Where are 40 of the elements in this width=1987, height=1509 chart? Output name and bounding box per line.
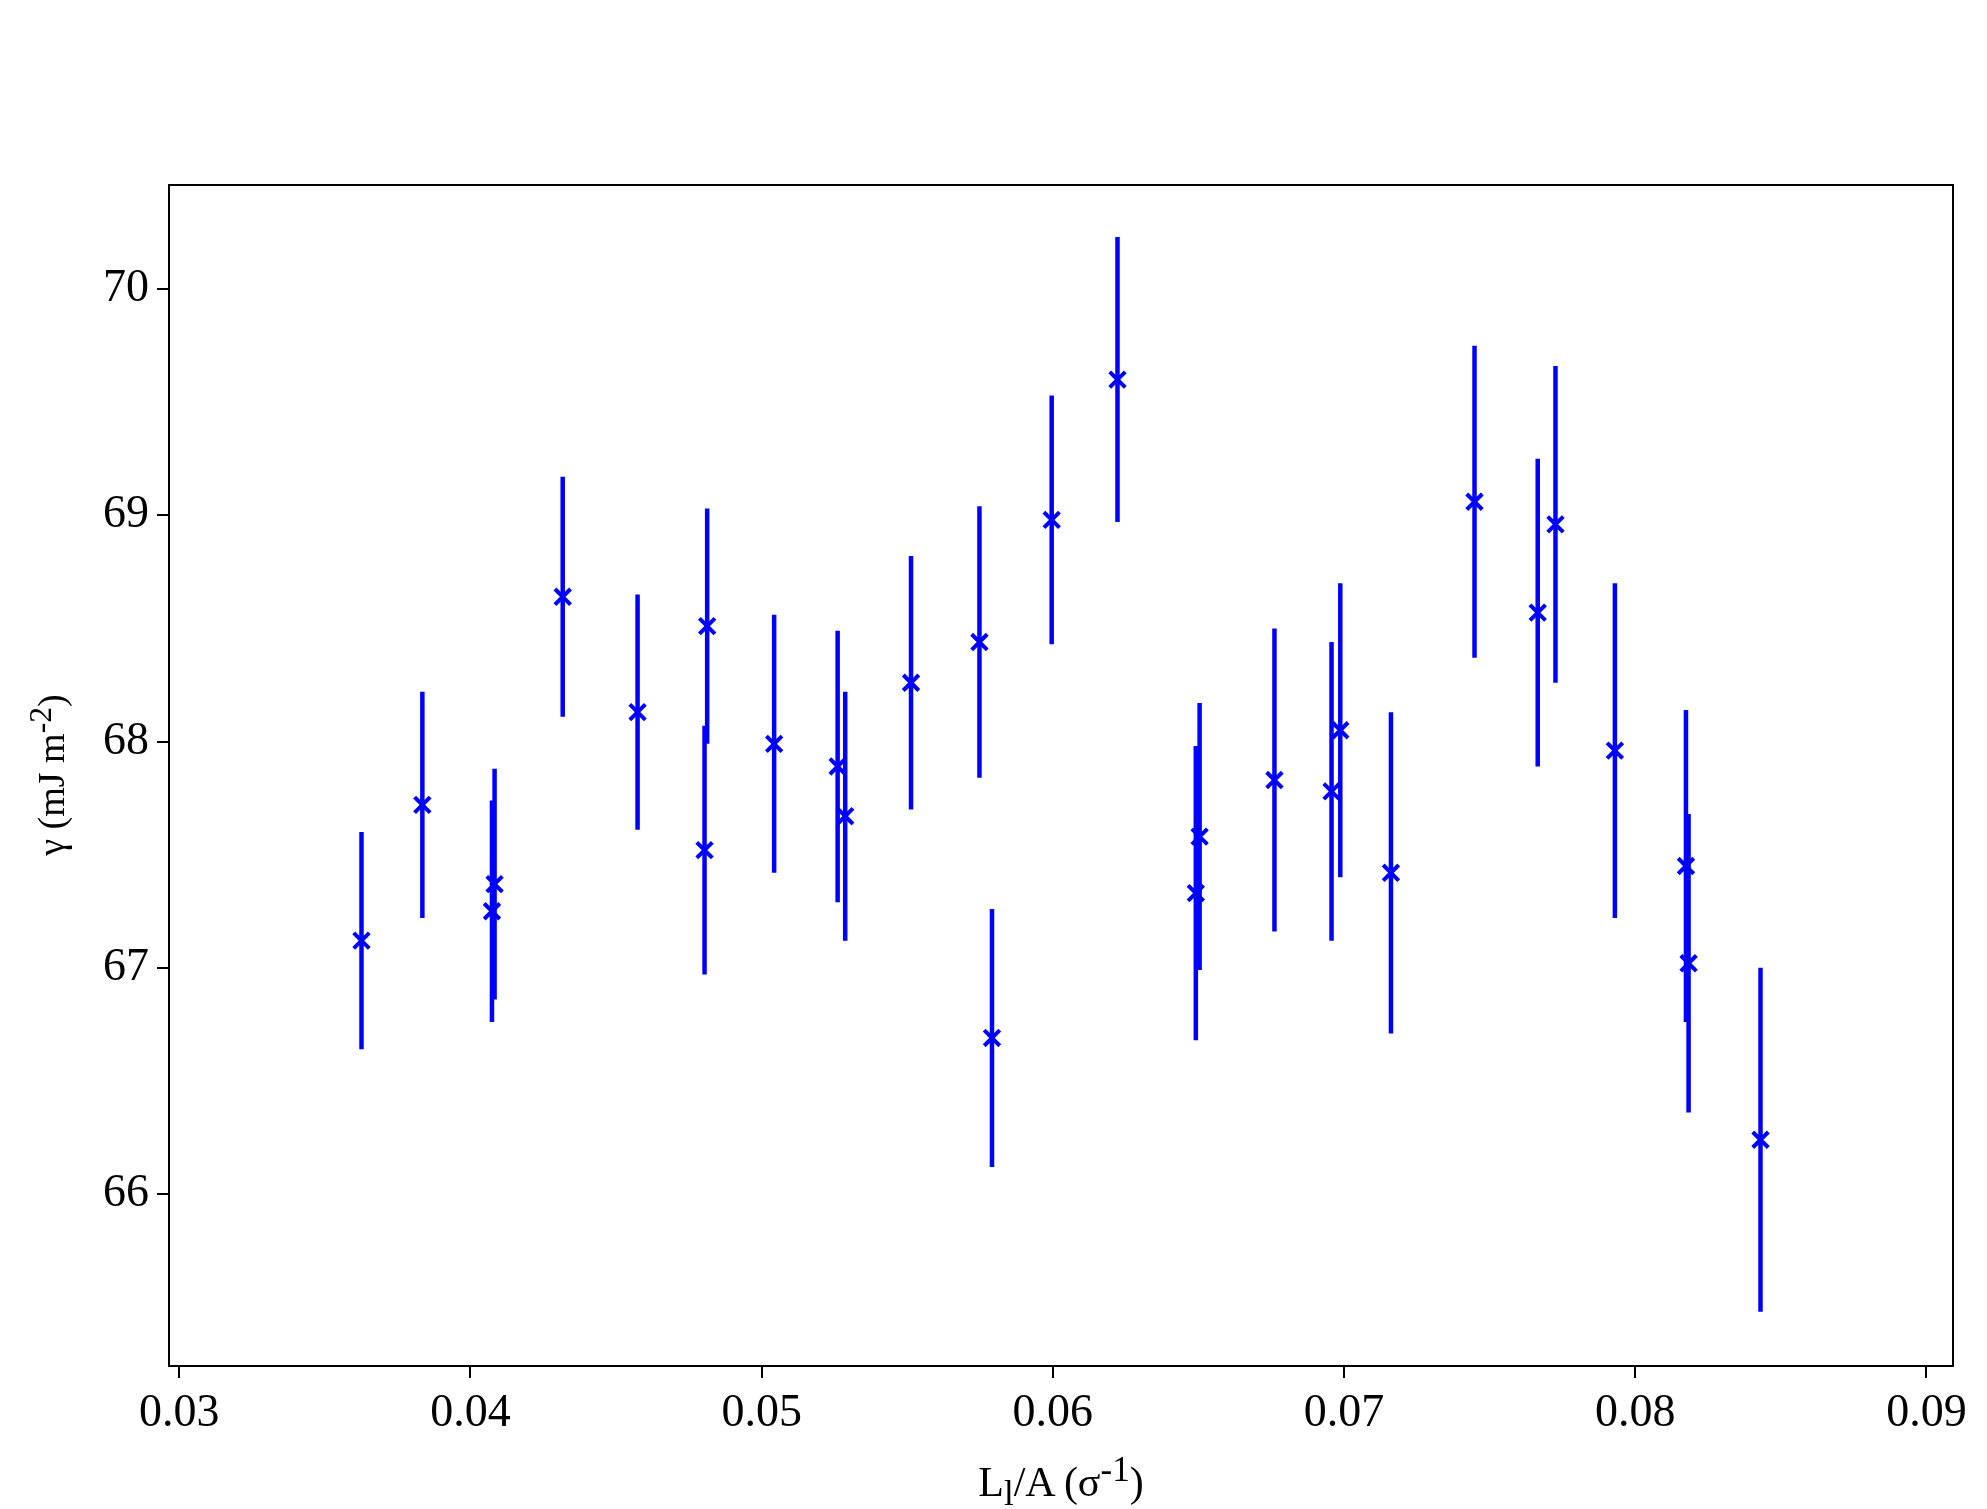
x-tick-label: 0.04 [430,1384,511,1436]
point [484,874,505,894]
point [1041,510,1062,530]
point [1678,953,1699,974]
point [412,795,433,815]
x-axis-title: L$_{l}$/A (σ$^{-1}$) [977,1450,1145,1509]
x-tick-label: 0.06 [1012,1384,1094,1436]
point [1464,491,1485,512]
x-tick-label: 0.07 [1303,1384,1385,1436]
point [1750,1129,1771,1150]
point [482,901,502,922]
point [982,1028,1002,1048]
point [969,632,990,652]
point [1330,720,1351,741]
point [1676,856,1696,876]
y-tick-label: 68 [103,712,149,764]
y-tick-label: 70 [103,260,149,312]
x-tick-label: 0.05 [721,1384,802,1436]
point [1545,514,1566,535]
x-tick-label: 0.08 [1595,1384,1676,1436]
point [697,616,717,636]
point [1189,826,1210,847]
point [901,672,921,693]
point [552,586,573,607]
point [351,930,372,951]
y-tick-label: 66 [103,1165,149,1217]
y-tick-label: 69 [103,486,149,538]
point [1527,602,1548,623]
point [1605,740,1625,761]
point [764,734,784,754]
point [627,702,648,722]
point [1381,863,1401,883]
point [1186,883,1206,903]
y-tick-label: 67 [103,938,149,990]
x-tick-label: 0.09 [1886,1384,1967,1436]
point [694,840,715,860]
point [1321,781,1342,802]
x-tick-label: 0.03 [138,1384,220,1436]
point [1264,770,1285,790]
point [1107,369,1128,390]
